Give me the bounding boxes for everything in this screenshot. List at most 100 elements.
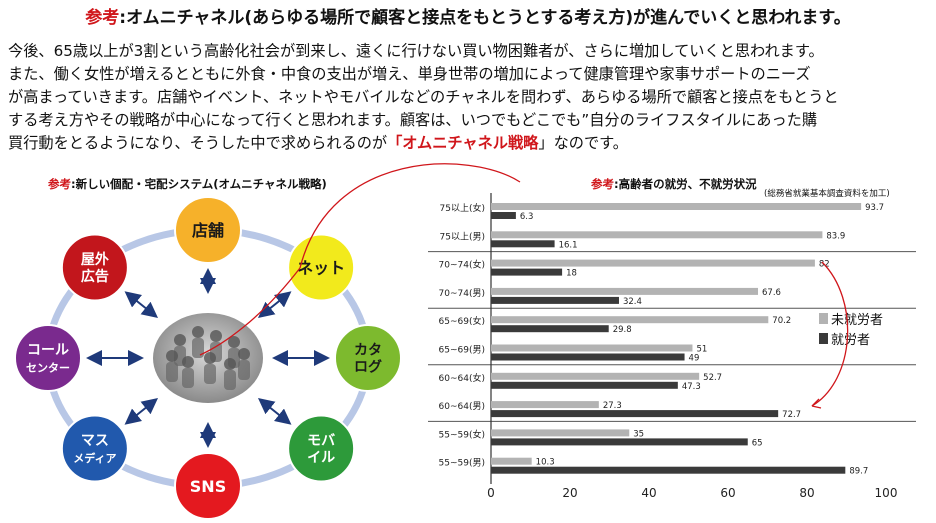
channel-label: カタ — [354, 343, 382, 359]
bar-non-employed — [491, 231, 823, 239]
chart-caption-text: :高齢者の就労、不就労状況 — [614, 177, 757, 191]
value-label: 93.7 — [865, 203, 884, 213]
x-tick-label: 40 — [641, 486, 656, 500]
value-label: 67.6 — [762, 288, 781, 298]
diagram-caption-text: :新しい個配・宅配システム(オムニチャネル戦略) — [71, 177, 327, 191]
diagram-caption-ref: 参考 — [48, 177, 71, 191]
channel-circle — [14, 324, 82, 392]
body-line: が高まっていきます。店舗やイベント、ネットやモバイルなどのチャネルを問わず、あら… — [8, 88, 839, 106]
channel-label: 店舗 — [192, 221, 224, 240]
value-label: 49 — [689, 354, 700, 364]
person-head — [224, 358, 236, 370]
bracket-open: 「 — [387, 134, 403, 152]
person-body — [224, 370, 236, 390]
person-body — [204, 364, 216, 384]
category-label: 55~59(男) — [439, 458, 485, 469]
channel-circle — [287, 414, 356, 483]
person-head — [228, 336, 240, 348]
bar-non-employed — [491, 203, 862, 210]
category-label: 60~64(男) — [439, 401, 485, 412]
person-body — [166, 362, 178, 382]
category-label: 55~59(女) — [439, 428, 485, 440]
channel-label: モバ — [307, 433, 335, 449]
bar-employed — [491, 296, 619, 304]
category-label: 75以上(女) — [440, 202, 485, 214]
value-label: 72.7 — [782, 410, 801, 420]
value-label: 29.8 — [613, 325, 632, 335]
chart-caption: 参考:高齢者の就労、不就労状況 — [591, 176, 757, 192]
bidirectional-arrow — [257, 397, 292, 425]
channel-label: ログ — [354, 359, 382, 376]
value-label: 51 — [696, 345, 707, 355]
bar-employed — [491, 381, 678, 389]
bar-employed — [491, 438, 748, 446]
value-label: 35 — [633, 429, 644, 439]
person-head — [192, 326, 204, 338]
legend-swatch — [819, 313, 828, 324]
channel-label: メディア — [73, 451, 116, 465]
x-tick-label: 20 — [562, 486, 577, 500]
value-label: 10.3 — [536, 458, 555, 468]
value-label: 65 — [752, 438, 763, 448]
category-label: 70~74(女) — [439, 259, 485, 271]
channel-circle — [174, 196, 242, 264]
bar-employed — [491, 212, 516, 219]
heading-ref-label: 参考 — [85, 8, 120, 28]
bar-non-employed — [491, 259, 815, 267]
body-last-after: なのです。 — [553, 134, 628, 152]
bar-employed — [491, 240, 555, 248]
x-tick-label: 60 — [720, 486, 735, 500]
value-label: 47.3 — [682, 382, 701, 392]
bar-non-employed — [491, 316, 769, 324]
body-last-before: 買行動をとるようになり、そうした中で求められるのが — [8, 134, 388, 152]
person-head — [238, 348, 250, 360]
heading-text: :オムニチャネル(あらゆる場所で顧客と接点をもとうとする考え方)が進んでいくと思… — [119, 8, 851, 28]
channel-label: コール — [27, 343, 69, 359]
channel-label: センター — [26, 362, 70, 375]
value-label: 83.9 — [826, 231, 845, 241]
bar-employed — [491, 466, 846, 474]
bar-employed — [491, 410, 779, 418]
bar-non-employed — [491, 457, 532, 465]
bidirectional-arrow — [124, 397, 159, 425]
legend-swatch — [819, 333, 828, 344]
person-head — [210, 330, 222, 342]
person-head — [204, 352, 216, 364]
category-label: 65~69(女) — [439, 315, 485, 327]
channel-node-sns: SNS — [174, 452, 242, 520]
x-tick-label: 80 — [799, 486, 814, 500]
channel-circle — [60, 233, 129, 302]
category-label: 65~69(男) — [439, 345, 485, 356]
person-head — [182, 356, 194, 368]
body-paragraph: 今後、65歳以上が3割という高齢化社会が到来し、遠くに行けない買い物困難者が、さ… — [8, 40, 933, 155]
legend-label: 就労者 — [831, 333, 870, 348]
category-label: 70~74(男) — [439, 288, 485, 299]
omnichannel-highlight: オムニチャネル戦略 — [402, 134, 539, 152]
channel-circle — [287, 233, 356, 302]
person-body — [238, 360, 250, 380]
bar-non-employed — [491, 372, 700, 380]
person-body — [192, 338, 204, 358]
bar-non-employed — [491, 344, 693, 352]
chart-caption-ref: 参考 — [591, 177, 614, 191]
channel-label: 広告 — [81, 268, 109, 285]
diagram-caption: 参考:新しい個配・宅配システム(オムニチャネル戦略) — [48, 176, 327, 192]
value-label: 16.1 — [559, 240, 578, 250]
person-body — [182, 368, 194, 388]
body-line-last: 買行動をとるようになり、そうした中で求められるのが「オムニチャネル戦略」なのです… — [8, 132, 933, 155]
body-line: また、働く女性が増えるとともに外食・中食の支出が増え、単身世帯の増加によって健康… — [8, 65, 811, 83]
bar-non-employed — [491, 429, 630, 437]
bidirectional-arrow — [257, 291, 292, 319]
category-label: 75以上(男) — [440, 231, 485, 242]
bar-non-employed — [491, 287, 759, 295]
bar-non-employed — [491, 401, 599, 409]
highlight-arrowhead — [811, 398, 822, 409]
value-label: 32.4 — [623, 297, 642, 307]
highlight-arrow — [811, 261, 849, 407]
value-label: 6.3 — [520, 212, 534, 222]
